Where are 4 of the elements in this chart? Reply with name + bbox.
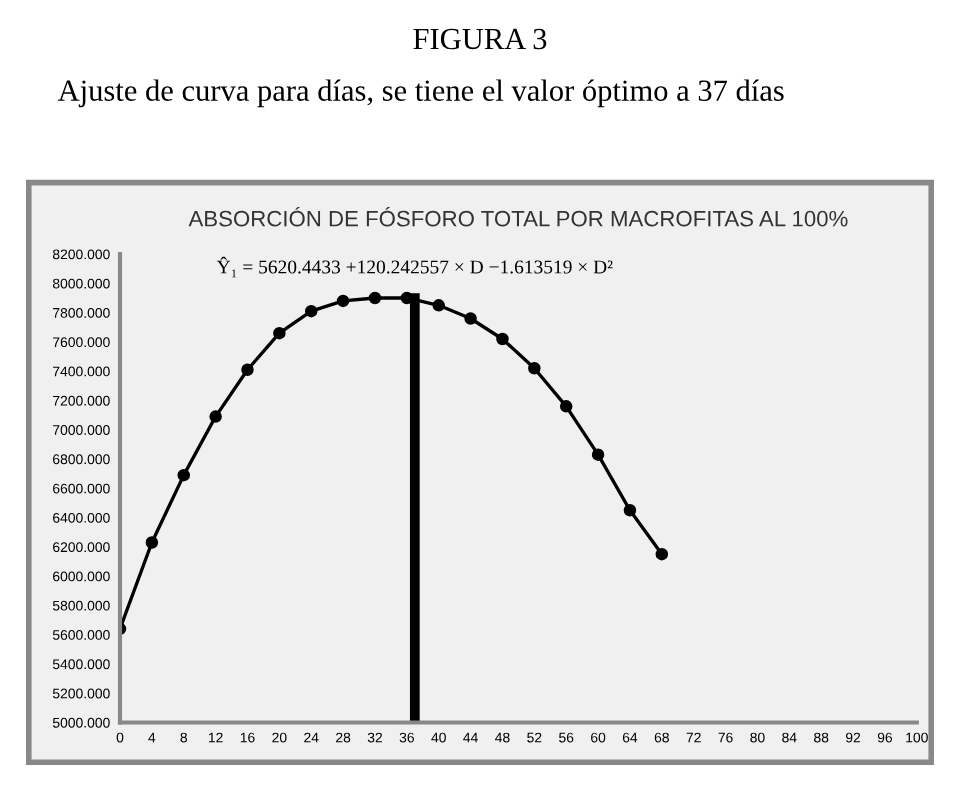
text: FIGURA 3: [413, 28, 547, 50]
text: Ajuste de curva para días, se tiene el valor óptimo a 37 días: [57, 79, 784, 108]
annotation: Ŷ₁ = 5620.4433 +120.242557 × D −1.613519 × D²: [216, 256, 613, 278]
chart-title: ABSORCIÓN DE FÓSFORO TOTAL POR MACROFITAS AL 100%: [188, 207, 848, 227]
